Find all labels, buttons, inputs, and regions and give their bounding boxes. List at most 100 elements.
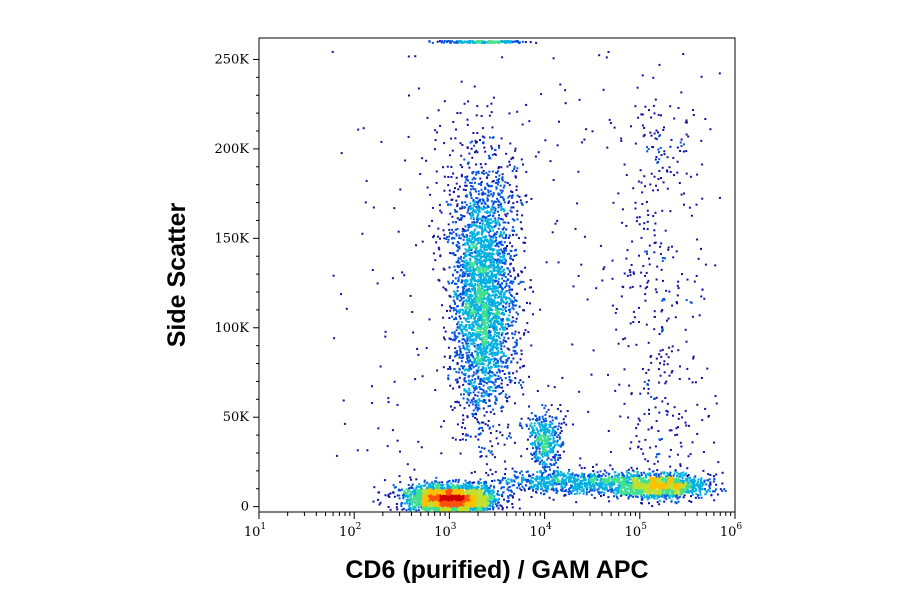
event-point (475, 509, 478, 512)
event-point (491, 253, 494, 256)
event-point (464, 273, 467, 276)
event-point (387, 506, 390, 508)
event-point (459, 499, 462, 502)
event-point (463, 505, 466, 508)
event-point (436, 489, 438, 492)
event-point (485, 369, 487, 372)
event-point (484, 203, 487, 206)
event-point (512, 349, 515, 352)
event-point (452, 231, 455, 234)
event-point (508, 200, 511, 203)
event-point (478, 351, 481, 354)
event-point (424, 502, 427, 505)
event-point (457, 280, 460, 283)
event-point (457, 485, 460, 488)
event-point (455, 199, 458, 202)
event-point (477, 183, 480, 185)
event-point (469, 380, 472, 383)
event-point (480, 493, 483, 496)
event-point (471, 221, 474, 224)
event-point (508, 325, 511, 327)
event-point (409, 507, 412, 510)
event-point (486, 304, 489, 307)
event-point (487, 189, 490, 192)
event-point (443, 508, 446, 511)
event-point (477, 323, 480, 326)
event-point (491, 492, 494, 495)
event-point (428, 489, 431, 492)
event-point (457, 309, 460, 312)
event-point (448, 504, 451, 506)
event-point (465, 361, 468, 364)
event-point (460, 154, 463, 157)
event-point (468, 264, 471, 267)
event-point (462, 334, 465, 337)
event-point (473, 384, 475, 387)
event-point (478, 266, 481, 269)
event-point (459, 439, 462, 441)
event-point (514, 381, 516, 384)
event-point (443, 189, 446, 192)
event-point (479, 357, 482, 360)
event-point (516, 200, 519, 203)
event-point (469, 364, 472, 367)
event-point (491, 208, 494, 211)
event-point (451, 315, 454, 318)
event-point (463, 279, 466, 282)
event-point (482, 169, 485, 172)
event-point (467, 273, 470, 276)
event-point (496, 340, 499, 342)
event-point (454, 277, 457, 280)
event-point (464, 326, 467, 329)
event-point (498, 331, 501, 334)
event-point (466, 147, 469, 149)
event-point (459, 496, 462, 499)
event-point (462, 243, 465, 246)
event-point (522, 333, 525, 336)
event-point (520, 270, 523, 273)
event-point (469, 358, 472, 361)
event-point (412, 507, 415, 510)
event-point (410, 478, 412, 481)
event-point (511, 300, 514, 303)
event-point (478, 325, 481, 328)
event-point (488, 374, 491, 377)
event-point (448, 235, 451, 238)
event-point (454, 438, 457, 441)
event-point (466, 236, 469, 239)
event-point (476, 255, 479, 258)
event-point (470, 486, 473, 489)
event-point (481, 223, 484, 226)
event-point (483, 290, 486, 293)
event-point (459, 484, 462, 487)
event-point (452, 496, 455, 499)
event-point (464, 484, 467, 487)
event-point (494, 309, 497, 312)
event-point (482, 384, 485, 387)
event-point (461, 304, 464, 307)
event-point (500, 255, 503, 258)
event-point (428, 483, 431, 486)
event-point (491, 480, 494, 482)
event-point (508, 319, 511, 322)
event-point (496, 501, 499, 504)
event-point (428, 503, 431, 506)
event-point (476, 274, 479, 277)
event-point (468, 345, 471, 348)
event-point (480, 171, 483, 174)
event-point (479, 478, 482, 481)
event-point (497, 227, 500, 230)
event-point (501, 250, 504, 253)
event-point (492, 321, 495, 324)
event-point (451, 492, 454, 495)
event-point (477, 486, 480, 488)
event-point (475, 260, 478, 263)
event-point (427, 505, 430, 508)
event-point (479, 387, 482, 390)
event-point (463, 317, 465, 320)
event-point (471, 484, 474, 487)
event-point (472, 271, 475, 274)
event-point (468, 304, 471, 307)
event-point (499, 292, 502, 295)
event-point (462, 414, 465, 417)
